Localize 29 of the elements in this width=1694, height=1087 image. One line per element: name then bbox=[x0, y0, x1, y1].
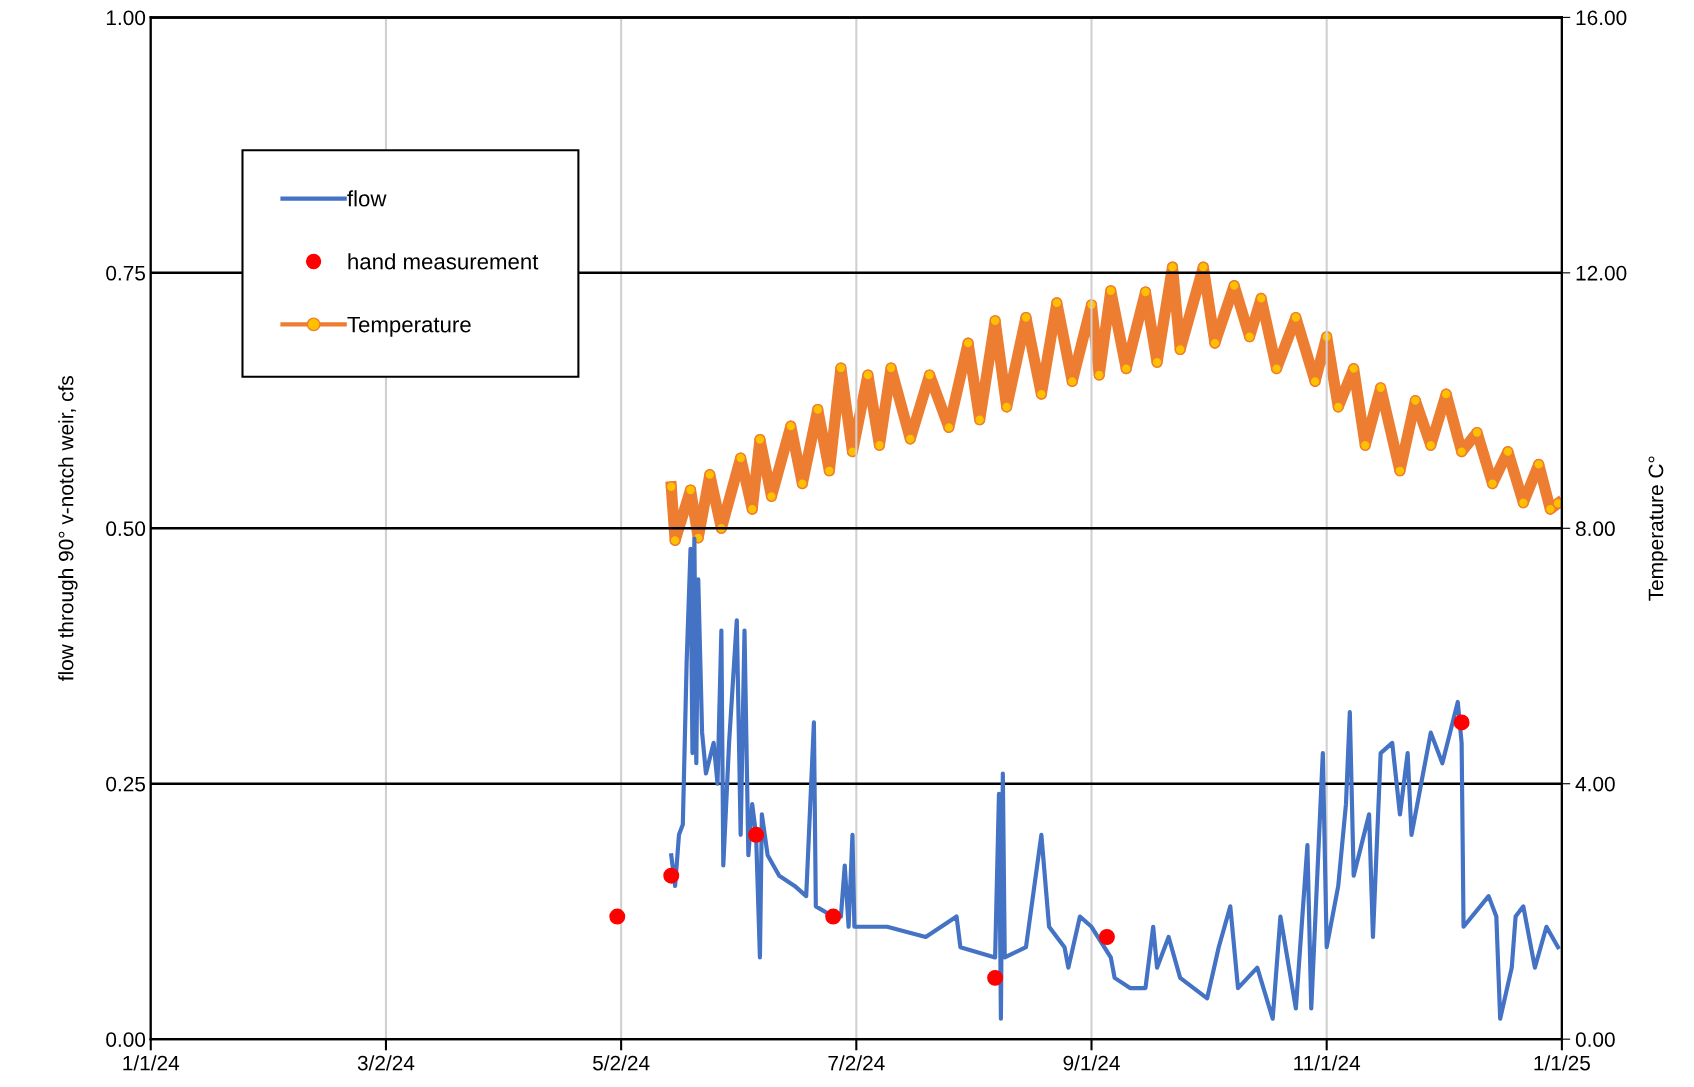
x-tick-label: 3/2/24 bbox=[357, 1055, 415, 1071]
y-tick-label: 0.25 bbox=[106, 776, 146, 792]
y-tick-label: 0.50 bbox=[106, 521, 146, 537]
x-tick-label: 1/1/25 bbox=[1534, 1055, 1590, 1071]
y-tick-label: 0.75 bbox=[106, 265, 146, 281]
point bbox=[987, 969, 1004, 986]
x-tick-label: 9/1/24 bbox=[1063, 1055, 1120, 1071]
point bbox=[748, 826, 765, 843]
y2-tick-label: 0.00 bbox=[1575, 1032, 1615, 1047]
y2-axis-title: Temperature C° bbox=[1648, 456, 1668, 601]
x-tick-label: 5/2/24 bbox=[593, 1055, 650, 1071]
y2-tick-label: 4.00 bbox=[1575, 776, 1615, 792]
y-tick-label: 0.00 bbox=[106, 1032, 146, 1047]
point bbox=[825, 908, 842, 925]
y2-tick-label: 16.00 bbox=[1576, 10, 1627, 26]
y-tick-label: 1.00 bbox=[106, 10, 146, 26]
point bbox=[609, 908, 626, 925]
y-axis-title: flow through 90° v-notch weir, cfs bbox=[58, 376, 78, 681]
y2-tick-label: 12.00 bbox=[1576, 265, 1627, 281]
x-tick-label: 1/1/24 bbox=[123, 1055, 180, 1071]
point bbox=[663, 867, 680, 884]
point bbox=[1098, 929, 1115, 945]
y2-tick-label: 8.00 bbox=[1575, 521, 1615, 537]
x-tick-label: 7/2/24 bbox=[828, 1055, 885, 1071]
legend-label: hand measurement bbox=[348, 253, 539, 270]
point bbox=[1453, 714, 1470, 731]
legend-label: Temperature bbox=[347, 316, 471, 337]
legend-label: flow bbox=[347, 190, 387, 207]
x-tick-label: 11/1/24 bbox=[1294, 1055, 1361, 1071]
